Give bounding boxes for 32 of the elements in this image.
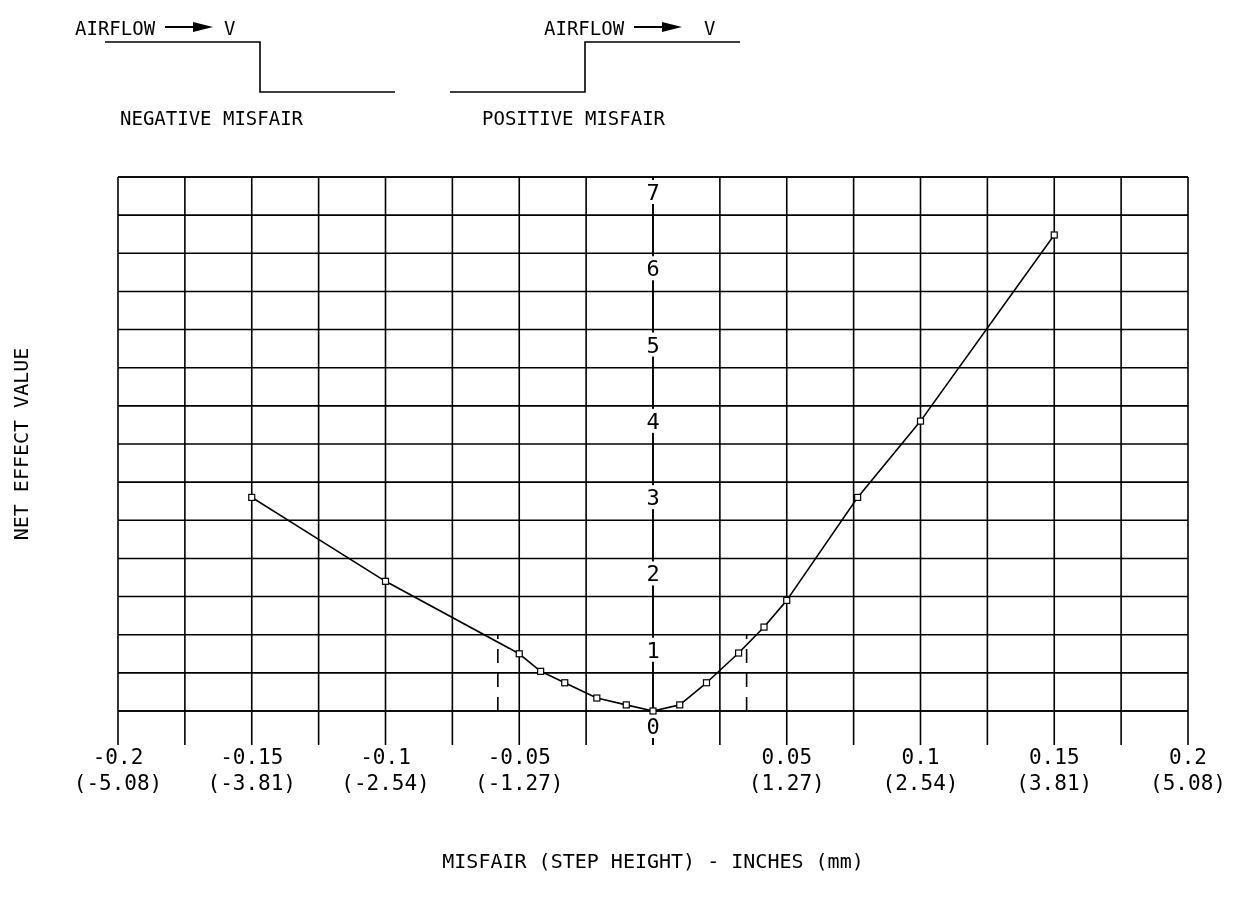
x2-tick-label: (5.08) [1150, 771, 1226, 795]
x2-tick-label: (3.81) [1016, 771, 1093, 795]
y-tick-label: 1 [646, 637, 660, 663]
y-tick-label: 3 [646, 485, 660, 511]
x-tick-label: -0.2 [92, 745, 144, 769]
text: AIRFLOW [75, 17, 156, 39]
y-tick-label: 0 [646, 714, 660, 739]
text: NEGATIVE MISFAIR [120, 107, 304, 129]
y-tick-label: 4 [646, 408, 660, 434]
x-tick-label: -0.15 [220, 745, 284, 769]
x-tick-label: -0.05 [487, 745, 551, 769]
y-axis-title: NET EFFECT VALUE [9, 347, 33, 541]
y-tick-label: 2 [646, 561, 660, 587]
x-tick-label: 0.15 [1028, 745, 1080, 769]
x-tick-label: -0.1 [360, 745, 411, 769]
x2-tick-label: (-5.08) [73, 771, 163, 795]
y-tick-label: 6 [646, 256, 660, 282]
text: V [224, 17, 236, 39]
text: POSITIVE MISFAIR [482, 107, 666, 129]
x-tick-label: 0.1 [901, 745, 940, 769]
text: AIRFLOW [544, 17, 625, 39]
x-axis-title: MISFAIR (STEP HEIGHT) - INCHES (mm) [442, 849, 864, 873]
x2-tick-label: (-1.27) [474, 771, 564, 795]
x-tick-label: 0.05 [761, 745, 813, 769]
x2-tick-label: (2.54) [882, 771, 959, 795]
y-tick-label: 7 [646, 180, 660, 205]
x2-tick-label: (-3.81) [207, 771, 297, 795]
y-tick-label: 5 [646, 332, 660, 358]
x2-tick-label: (1.27) [748, 771, 825, 795]
x2-tick-label: (-2.54) [341, 771, 430, 795]
x-tick-label: 0.2 [1169, 745, 1207, 769]
text: V [704, 17, 716, 39]
